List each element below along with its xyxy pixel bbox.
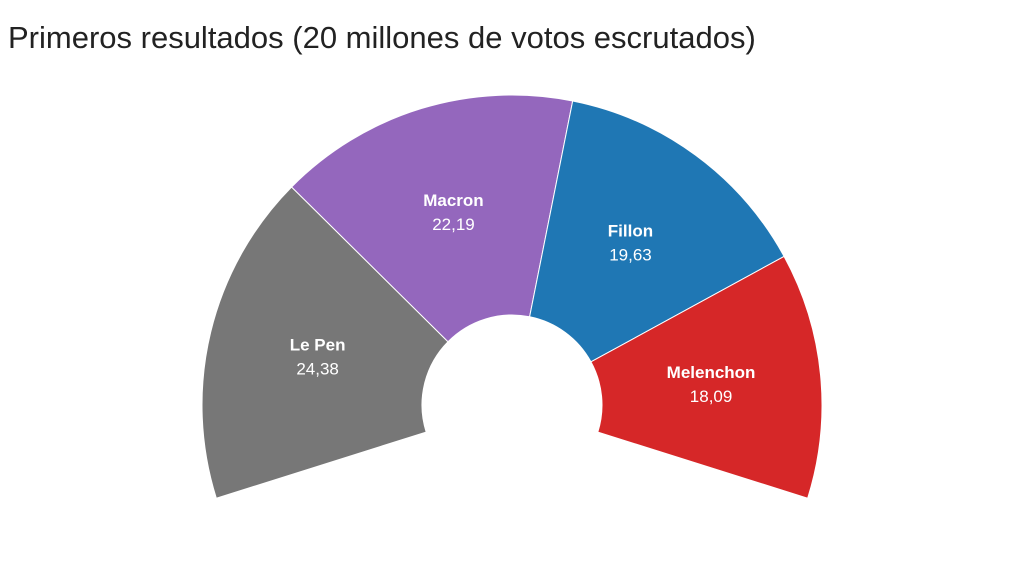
wedge-name: Fillon bbox=[608, 221, 653, 240]
wedge-name: Melenchon bbox=[667, 363, 756, 382]
wedge bbox=[201, 186, 449, 499]
wedge-name: Le Pen bbox=[290, 335, 346, 354]
wedge-value: 24,38 bbox=[296, 359, 339, 378]
wedge bbox=[590, 255, 823, 499]
wedge-value: 19,63 bbox=[609, 245, 652, 264]
wedge-name: Macron bbox=[423, 191, 483, 210]
wedge bbox=[529, 100, 785, 363]
wedge-value: 18,09 bbox=[690, 387, 733, 406]
chart-title: Primeros resultados (20 millones de voto… bbox=[8, 20, 756, 55]
wedge-value: 22,19 bbox=[432, 215, 475, 234]
wedge bbox=[290, 94, 574, 343]
